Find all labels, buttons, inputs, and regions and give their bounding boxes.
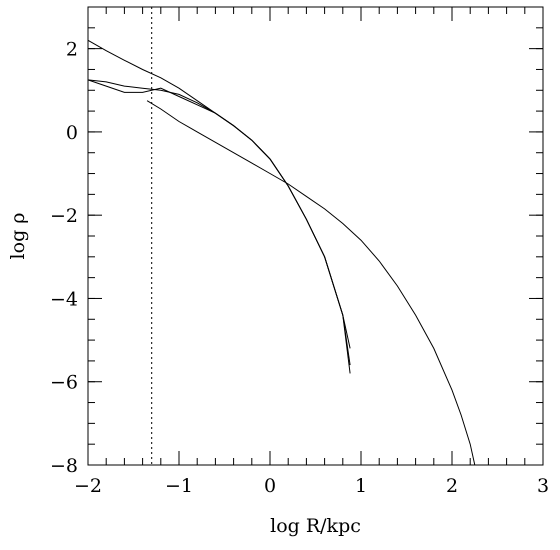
series-line — [146, 100, 476, 466]
x-tick-label: 2 — [446, 475, 458, 497]
y-axis-title: log ρ — [7, 213, 29, 260]
y-tick-label: −2 — [50, 205, 78, 227]
x-tick-label: 1 — [355, 475, 367, 497]
x-axis-title: log R/kpc — [270, 515, 361, 537]
series-line — [87, 39, 351, 374]
y-tick-label: −6 — [50, 372, 78, 394]
x-tick-label: 0 — [264, 475, 276, 497]
y-tick-label: −4 — [50, 288, 78, 310]
plot-frame — [87, 6, 544, 466]
x-tick-label: −1 — [165, 475, 193, 497]
y-tick-label: −8 — [50, 455, 78, 477]
y-tick-label: 2 — [66, 39, 78, 61]
x-tick-label: −2 — [74, 475, 102, 497]
tick-labels: −2 −1 0 1 2 3 −8 −6 −4 −2 0 2 — [50, 39, 549, 497]
series-line — [87, 79, 351, 366]
series-line — [87, 79, 351, 349]
y-tick-label: 0 — [66, 122, 78, 144]
series-group — [87, 39, 476, 466]
x-tick-label: 3 — [537, 475, 549, 497]
